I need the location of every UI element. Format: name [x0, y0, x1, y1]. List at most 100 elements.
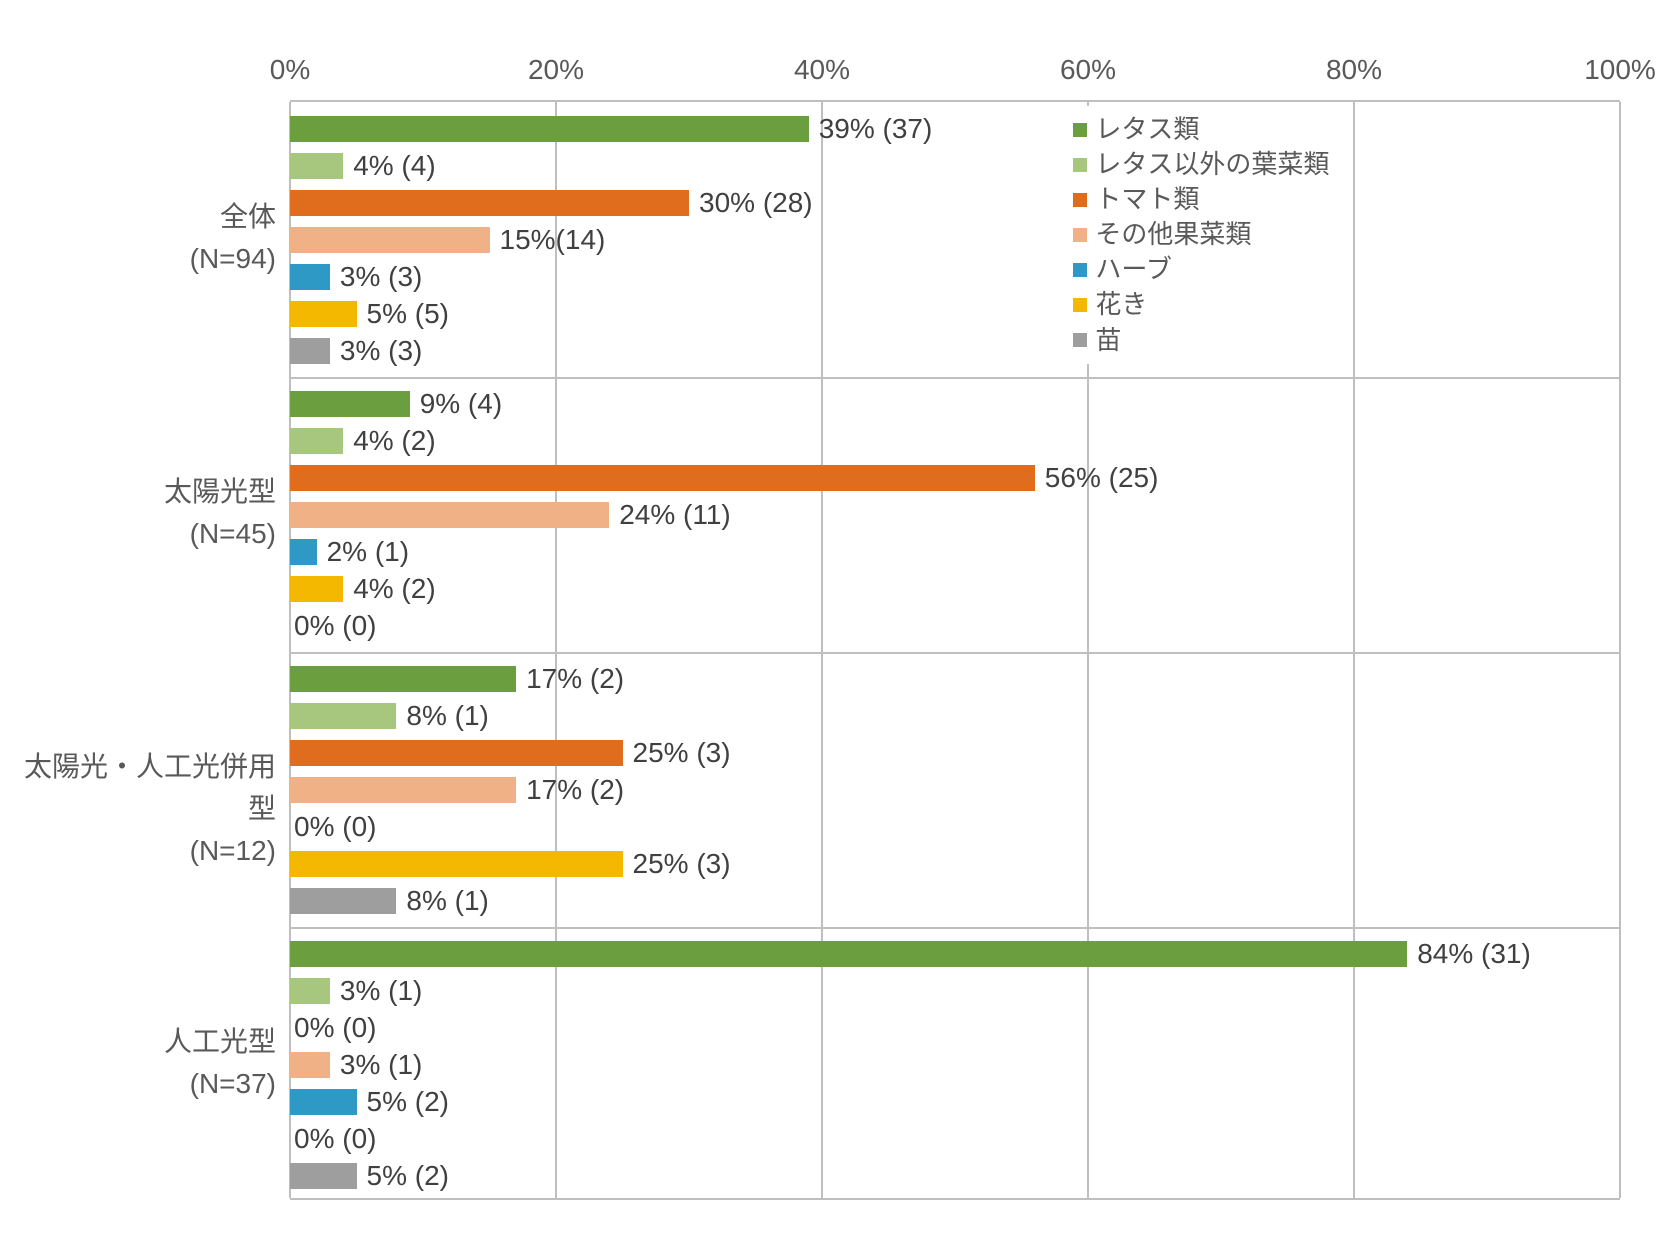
bar-value-label: 84% (31) — [1417, 941, 1531, 967]
bar — [290, 851, 623, 877]
bar-value-label: 0% (0) — [294, 1126, 376, 1152]
bar — [290, 777, 516, 803]
x-tick-label: 20% — [528, 54, 584, 86]
legend-item: ハーブ — [1073, 252, 1329, 287]
legend-label: レタス類 — [1095, 112, 1199, 147]
bar-value-label: 5% (5) — [367, 301, 449, 327]
bar-chart: 39% (37) 4% (4) 30% (28) 15%(14) 3% (3) 5% (5… — [20, 20, 1638, 1214]
bar-value-label: 8% (1) — [406, 703, 488, 729]
legend-label: ハーブ — [1095, 252, 1171, 287]
bar — [290, 666, 516, 692]
bar — [290, 1089, 357, 1115]
bar-value-label: 15%(14) — [500, 227, 606, 253]
gridline — [555, 102, 557, 1198]
gridline — [821, 102, 823, 1198]
bar — [290, 391, 410, 417]
legend-swatch — [1073, 333, 1087, 347]
bar — [290, 502, 609, 528]
legend-item: トマト類 — [1073, 182, 1329, 217]
bar — [290, 153, 343, 179]
legend-label: 花き — [1095, 287, 1147, 322]
bar-value-label: 4% (2) — [353, 576, 435, 602]
bar-value-label: 39% (37) — [819, 116, 933, 142]
bar — [290, 301, 357, 327]
x-tick-label: 0% — [270, 54, 310, 86]
bar-value-label: 4% (2) — [353, 428, 435, 454]
legend-label: その他果菜類 — [1095, 217, 1251, 252]
bar-value-label: 25% (3) — [633, 740, 731, 766]
bar — [290, 1163, 357, 1189]
group-label-line: 太陽光・人工光併用型 — [20, 746, 276, 830]
bar-value-label: 3% (3) — [340, 264, 422, 290]
bar-value-label: 24% (11) — [619, 502, 731, 528]
bar-value-label: 56% (25) — [1045, 465, 1159, 491]
group-separator — [290, 652, 1620, 654]
bar-value-label: 17% (2) — [526, 666, 624, 692]
legend-item: レタス類 — [1073, 112, 1329, 147]
legend-swatch — [1073, 298, 1087, 312]
bar-value-label: 3% (1) — [340, 978, 422, 1004]
bar-value-label: 5% (2) — [367, 1163, 449, 1189]
group-label: 人工光型(N=37) — [164, 1021, 276, 1105]
group-label-line: (N=45) — [164, 513, 276, 555]
group-label-line: 全体 — [190, 196, 276, 238]
bar-value-label: 5% (2) — [367, 1089, 449, 1115]
legend-swatch — [1073, 263, 1087, 277]
bar — [290, 941, 1407, 967]
legend-swatch — [1073, 158, 1087, 172]
bar-value-label: 25% (3) — [633, 851, 731, 877]
bar-value-label: 0% (0) — [294, 1015, 376, 1041]
x-tick-label: 60% — [1060, 54, 1116, 86]
group-separator — [290, 377, 1620, 379]
plot-area: 39% (37) 4% (4) 30% (28) 15%(14) 3% (3) 5% (5… — [290, 100, 1620, 1200]
bar — [290, 190, 689, 216]
bar — [290, 576, 343, 602]
legend-item: 苗 — [1073, 323, 1329, 358]
bar — [290, 703, 396, 729]
bar-value-label: 4% (4) — [353, 153, 435, 179]
bar — [290, 116, 809, 142]
bar-value-label: 3% (1) — [340, 1052, 422, 1078]
group-label-line: (N=37) — [164, 1063, 276, 1105]
group-separator — [290, 927, 1620, 929]
bar — [290, 978, 330, 1004]
legend-item: レタス以外の葉菜類 — [1073, 147, 1329, 182]
bar — [290, 465, 1035, 491]
bar-value-label: 9% (4) — [420, 391, 502, 417]
bar — [290, 428, 343, 454]
bar — [290, 338, 330, 364]
bar — [290, 227, 490, 253]
bar — [290, 740, 623, 766]
legend: レタス類レタス以外の葉菜類トマト類その他果菜類ハーブ花き苗 — [1061, 106, 1341, 364]
bar-value-label: 30% (28) — [699, 190, 813, 216]
legend-label: トマト類 — [1095, 182, 1199, 217]
bar-value-label: 0% (0) — [294, 814, 376, 840]
legend-swatch — [1073, 228, 1087, 242]
bar — [290, 539, 317, 565]
group-label-line: 人工光型 — [164, 1021, 276, 1063]
bar-value-label: 17% (2) — [526, 777, 624, 803]
bar — [290, 1052, 330, 1078]
bar-value-label: 2% (1) — [327, 539, 409, 565]
group-label-line: (N=94) — [190, 238, 276, 280]
bar-value-label: 0% (0) — [294, 613, 376, 639]
x-tick-label: 80% — [1326, 54, 1382, 86]
group-label: 太陽光・人工光併用型(N=12) — [20, 746, 276, 872]
gridline — [1619, 102, 1621, 1198]
legend-label: 苗 — [1095, 323, 1121, 358]
gridline — [1353, 102, 1355, 1198]
legend-swatch — [1073, 193, 1087, 207]
bar-value-label: 8% (1) — [406, 888, 488, 914]
group-label-line: 太陽光型 — [164, 471, 276, 513]
legend-item: 花き — [1073, 287, 1329, 322]
group-label: 太陽光型(N=45) — [164, 471, 276, 555]
bar-value-label: 3% (3) — [340, 338, 422, 364]
group-label: 全体(N=94) — [190, 196, 276, 280]
x-tick-label: 40% — [794, 54, 850, 86]
x-tick-label: 100% — [1584, 54, 1656, 86]
legend-swatch — [1073, 123, 1087, 137]
legend-item: その他果菜類 — [1073, 217, 1329, 252]
bar — [290, 888, 396, 914]
group-label-line: (N=12) — [20, 830, 276, 872]
bar — [290, 264, 330, 290]
